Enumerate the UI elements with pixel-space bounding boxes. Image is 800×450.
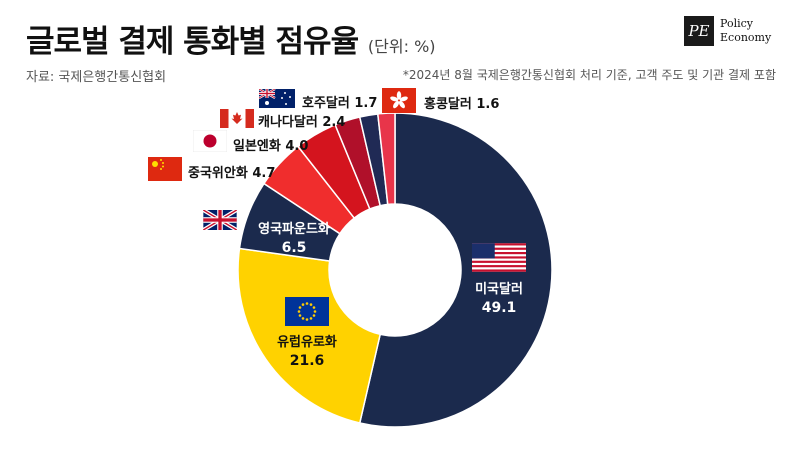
label-cad-name: 캐나다달러 <box>258 115 318 130</box>
uk-flag-icon <box>203 210 237 230</box>
label-eur: 유럽유로화 21.6 <box>262 333 352 371</box>
label-hkd-value: 1.6 <box>476 97 500 112</box>
us-flag-icon <box>472 243 526 272</box>
canada-flag-icon <box>220 109 254 128</box>
hongkong-flag-icon <box>382 88 416 113</box>
label-eur-value: 21.6 <box>289 353 325 369</box>
label-cny-name: 중국위안화 <box>188 166 248 181</box>
donut-slice-1 <box>358 112 553 428</box>
label-hkd-name: 홍콩달러 <box>424 97 472 112</box>
donut-slice-8 <box>376 112 396 206</box>
label-gbp: 영국파운드화 6.5 <box>248 220 340 258</box>
donut-slice-2 <box>237 247 382 424</box>
title-text: 글로벌 결제 통화별 점유율 <box>26 24 359 60</box>
eu-flag-icon <box>285 297 329 326</box>
label-hkd: 홍콩달러 1.6 <box>424 93 499 112</box>
label-usd: 미국달러 49.1 <box>462 280 536 318</box>
publisher-logo: PE Policy Economy <box>684 16 771 46</box>
label-aud-name: 호주달러 <box>302 96 350 111</box>
source-text: 자료: 국제은행간통신협회 <box>26 70 167 85</box>
label-eur-name: 유럽유로화 <box>277 335 337 350</box>
label-cny: 중국위안화 4.7 <box>188 162 275 181</box>
japan-flag-icon <box>193 130 227 152</box>
chart-title: 글로벌 결제 통화별 점유율 (단위: %) <box>26 16 436 61</box>
label-jpy-value: 4.0 <box>285 139 309 154</box>
label-aud-value: 1.7 <box>354 96 378 111</box>
label-usd-value: 49.1 <box>481 300 517 316</box>
label-gbp-value: 6.5 <box>281 240 307 256</box>
logo-line-2: Economy <box>720 31 772 44</box>
label-usd-name: 미국달러 <box>475 282 523 297</box>
label-aud: 호주달러 1.7 <box>302 92 377 111</box>
label-gbp-name: 영국파운드화 <box>258 222 330 237</box>
label-cny-value: 4.7 <box>252 166 276 181</box>
logo-text: Policy Economy <box>720 17 771 45</box>
china-flag-icon <box>148 157 182 181</box>
label-jpy-name: 일본엔화 <box>233 139 281 154</box>
australia-flag-icon <box>259 89 295 108</box>
logo-line-1: Policy <box>720 17 753 30</box>
label-cad: 캐나다달러 2.4 <box>258 111 345 130</box>
label-cad-value: 2.4 <box>322 115 346 130</box>
footnote-text: *2024년 8월 국제은행간통신협회 처리 기준, 고객 주도 및 기관 결제… <box>402 68 776 82</box>
logo-mark: PE <box>684 16 714 46</box>
label-jpy: 일본엔화 4.0 <box>233 135 308 154</box>
title-unit: (단위: %) <box>367 37 436 56</box>
